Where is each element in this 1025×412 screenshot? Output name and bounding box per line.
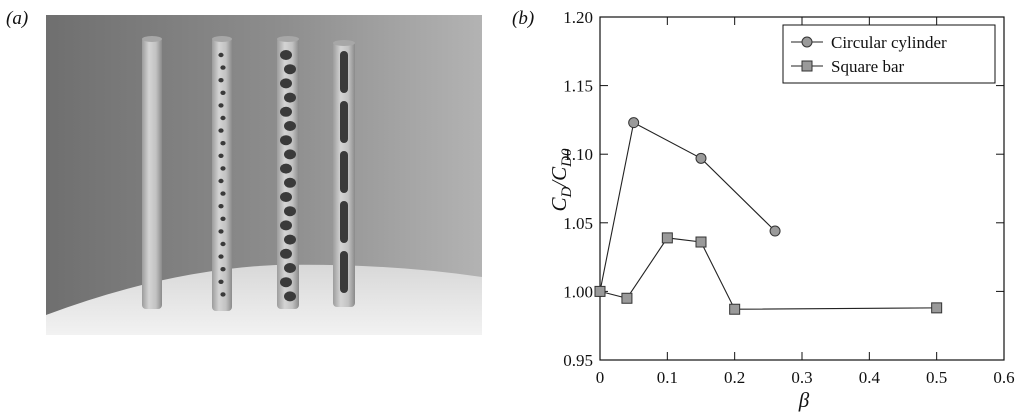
chart-axes: 0 0.1 0.2 0.3 0.4 0.5 0.6 0.95 1.00 1.05 1.10 1.15 1… bbox=[563, 8, 1014, 387]
data-point bbox=[621, 292, 633, 304]
hole-icon bbox=[284, 263, 296, 273]
slot-icon bbox=[340, 151, 348, 193]
hole-icon bbox=[280, 163, 292, 174]
legend-marker-circle bbox=[801, 36, 813, 48]
hole-icon bbox=[220, 216, 226, 221]
hole-icon bbox=[280, 248, 292, 259]
y-tick-label: 1.05 bbox=[563, 214, 593, 233]
hole-icon bbox=[280, 192, 292, 202]
panel-b-label: (b) bbox=[512, 8, 535, 29]
hole-icon bbox=[284, 234, 296, 245]
hole-icon bbox=[218, 254, 224, 259]
hole-icon bbox=[280, 78, 292, 89]
x-tick-label: 0.4 bbox=[859, 368, 881, 387]
small-hole-tube bbox=[212, 36, 232, 311]
data-point bbox=[594, 285, 606, 297]
hole-icon bbox=[284, 149, 296, 160]
x-axis-label: β bbox=[798, 388, 810, 412]
hole-icon bbox=[220, 241, 226, 247]
series-circular-cylinder bbox=[594, 117, 781, 297]
legend-label: Circular cylinder bbox=[831, 33, 947, 52]
hole-icon bbox=[280, 50, 292, 60]
hole-icon bbox=[284, 64, 296, 75]
x-tick-label: 0.6 bbox=[993, 368, 1014, 387]
series-square-bar bbox=[594, 232, 943, 315]
legend-marker-square bbox=[801, 60, 813, 72]
y-tick-label: 0.95 bbox=[563, 351, 593, 370]
y-axis-label-slash-c: /C bbox=[547, 166, 571, 188]
data-point bbox=[695, 152, 707, 164]
hole-icon bbox=[218, 78, 224, 83]
hole-icon bbox=[220, 115, 226, 121]
hole-icon bbox=[218, 204, 224, 209]
data-point bbox=[661, 232, 673, 244]
slot-icon bbox=[340, 201, 348, 243]
y-tick-label: 1.20 bbox=[563, 8, 593, 27]
legend-box bbox=[782, 24, 996, 84]
hole-icon bbox=[280, 220, 292, 231]
y-tick-label: 1.00 bbox=[563, 282, 593, 301]
hole-icon bbox=[218, 52, 224, 58]
hole-icon bbox=[220, 267, 226, 272]
slot-icon bbox=[340, 51, 348, 93]
hole-icon bbox=[284, 291, 296, 302]
data-point bbox=[695, 236, 707, 248]
hole-icon bbox=[280, 106, 292, 117]
panel-a-label: (a) bbox=[6, 8, 29, 29]
x-tick-label: 0.3 bbox=[791, 368, 812, 387]
series-line bbox=[599, 237, 937, 310]
y-axis-label-sub-d0: D0 bbox=[559, 148, 575, 168]
hole-icon bbox=[218, 128, 224, 133]
x-tick-label: 0.5 bbox=[926, 368, 947, 387]
chart-legend: Circular cylinder Square bar bbox=[782, 24, 996, 84]
y-axis-label: CD/CD0 bbox=[547, 148, 575, 212]
hole-icon bbox=[220, 65, 226, 70]
large-hole-tube bbox=[277, 36, 299, 309]
hole-icon bbox=[220, 166, 226, 171]
hole-icon bbox=[284, 121, 296, 131]
data-point bbox=[729, 303, 741, 315]
y-tick-label: 1.15 bbox=[563, 77, 593, 96]
hole-icon bbox=[220, 141, 226, 146]
hole-icon bbox=[218, 279, 224, 284]
plain-tube bbox=[142, 36, 162, 309]
hole-icon bbox=[218, 103, 224, 108]
x-tick-label: 0.1 bbox=[657, 368, 678, 387]
hole-icon bbox=[284, 177, 296, 188]
slot-icon bbox=[340, 101, 348, 143]
hole-icon bbox=[220, 191, 226, 196]
series-line bbox=[599, 121, 776, 292]
hole-icon bbox=[280, 135, 292, 146]
drag-ratio-chart: 0 0.1 0.2 0.3 0.4 0.5 0.6 0.95 1.00 1.05 1.10 1.15 1… bbox=[547, 8, 1015, 412]
legend-label: Square bar bbox=[831, 57, 905, 76]
hole-icon bbox=[218, 229, 224, 234]
slot-icon bbox=[340, 251, 348, 293]
chart-series-layer bbox=[594, 117, 943, 315]
hole-icon bbox=[220, 292, 226, 297]
data-point bbox=[931, 302, 943, 314]
hole-icon bbox=[218, 178, 224, 184]
x-tick-label: 0.2 bbox=[724, 368, 745, 387]
hole-icon bbox=[218, 153, 224, 158]
hole-icon bbox=[220, 90, 226, 96]
data-point bbox=[769, 225, 781, 237]
data-point bbox=[628, 117, 640, 129]
hole-icon bbox=[284, 92, 296, 103]
hole-icon bbox=[284, 206, 296, 217]
slotted-tube bbox=[333, 40, 355, 307]
y-tick-label: 1.10 bbox=[563, 145, 593, 164]
perforated-tubes-photo bbox=[46, 15, 482, 335]
y-axis-label-c: C bbox=[547, 197, 571, 212]
y-axis-label-sub-d: D bbox=[559, 187, 575, 199]
x-tick-label: 0 bbox=[596, 368, 605, 387]
hole-icon bbox=[280, 277, 292, 288]
